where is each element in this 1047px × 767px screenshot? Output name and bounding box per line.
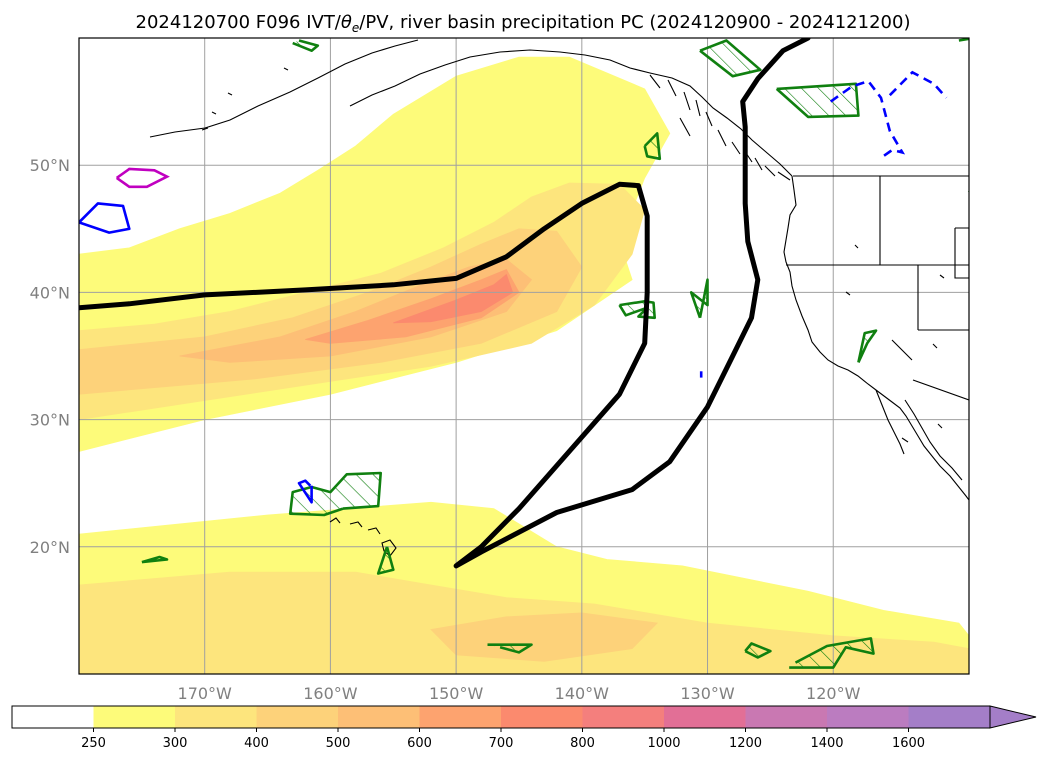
colorbar-segment bbox=[12, 706, 94, 728]
coastlines bbox=[149, 39, 969, 557]
lon-tick-label: 140°W bbox=[555, 684, 610, 703]
colorbar-tick-label: 250 bbox=[81, 736, 106, 751]
map-area[interactable] bbox=[79, 38, 979, 674]
bc-coast-islands bbox=[649, 74, 791, 181]
lat-tick-label: 30°N bbox=[30, 411, 70, 430]
colorbar-tick-label: 1600 bbox=[892, 736, 925, 751]
river-contour-blue bbox=[297, 479, 313, 504]
colorbar-tick-label: 400 bbox=[244, 736, 269, 751]
latitude-ticks: 20°N 30°N 40°N 50°N bbox=[30, 156, 70, 557]
colorbar-tick-label: 500 bbox=[326, 736, 351, 751]
river-contour-magenta bbox=[115, 167, 170, 189]
colorbar-tick-label: 700 bbox=[489, 736, 514, 751]
lat-tick-label: 40°N bbox=[30, 283, 70, 302]
theta-e-contour bbox=[79, 38, 811, 569]
lat-tick-label: 50°N bbox=[30, 156, 70, 175]
ivt-field-600-7 bbox=[305, 268, 520, 344]
colorbar-segment bbox=[501, 706, 583, 728]
ivt-field-400-5 bbox=[430, 612, 659, 662]
colorbar-tick-label: 1200 bbox=[729, 736, 762, 751]
us-state-borders bbox=[786, 175, 969, 401]
small-islands bbox=[201, 67, 945, 443]
river-contour-green bbox=[775, 82, 860, 119]
lat-tick-label: 20°N bbox=[30, 538, 70, 557]
us-west-coast bbox=[783, 175, 969, 501]
colorbar: 250 300 400 500 600 700 800 1000 1200 1400 1600 bbox=[11, 705, 1037, 751]
colorbar-segment bbox=[338, 706, 420, 728]
longitude-ticks: 170°W 160°W 150°W 140°W 130°W 120°W bbox=[178, 684, 861, 703]
river-contour-green bbox=[643, 132, 662, 161]
river-contour-green bbox=[288, 471, 383, 517]
colorbar-tick-label: 1000 bbox=[647, 736, 680, 751]
river-contour-green bbox=[292, 39, 320, 53]
chart-title: 2024120700 F096 IVT/θe/PV, river basin p… bbox=[136, 12, 911, 35]
river-contour-blue-dashed bbox=[888, 70, 948, 99]
map-frame bbox=[78, 37, 970, 675]
river-contour-blue bbox=[79, 202, 131, 234]
ivt-field-500-6 bbox=[179, 258, 533, 363]
colorbar-segment bbox=[664, 706, 746, 728]
river-contour-green bbox=[789, 637, 875, 669]
baja-peninsula bbox=[875, 389, 963, 481]
colorbar-segment bbox=[908, 706, 991, 728]
ivt-field-700-8 bbox=[393, 273, 514, 324]
river-contour-green bbox=[699, 39, 762, 78]
river-contour-green bbox=[744, 642, 772, 659]
colorbar-segment bbox=[419, 706, 502, 728]
lon-tick-label: 170°W bbox=[178, 684, 233, 703]
river-contour-green bbox=[141, 555, 169, 564]
hawaii-islands bbox=[329, 517, 397, 557]
colorbar-segment bbox=[745, 706, 828, 728]
lon-tick-label: 130°W bbox=[680, 684, 735, 703]
colorbar-segment bbox=[93, 706, 176, 728]
colorbar-tick-label: 300 bbox=[163, 736, 188, 751]
river-contour-green bbox=[967, 190, 969, 193]
colorbar-tick-label: 600 bbox=[407, 736, 432, 751]
colorbar-extend-arrow bbox=[989, 705, 1037, 729]
river-contour-green bbox=[689, 278, 709, 319]
river-contour-blue-dashed bbox=[829, 79, 906, 160]
gridlines bbox=[79, 38, 969, 674]
river-basin-contours bbox=[79, 38, 969, 669]
theta-e-line bbox=[79, 38, 811, 569]
river-contour-green bbox=[376, 546, 395, 575]
lon-tick-label: 120°W bbox=[806, 684, 861, 703]
river-contour-green bbox=[857, 329, 878, 363]
colorbar-tick-label: 1400 bbox=[810, 736, 843, 751]
colorbar-segment bbox=[175, 706, 257, 728]
river-contour-green bbox=[487, 643, 533, 654]
river-contour-green bbox=[958, 38, 969, 42]
colorbar-segment bbox=[827, 706, 909, 728]
colorbar-segment bbox=[582, 706, 665, 728]
lon-tick-label: 150°W bbox=[429, 684, 484, 703]
colorbar-tick-label: 800 bbox=[570, 736, 595, 751]
lon-tick-label: 160°W bbox=[303, 684, 358, 703]
colorbar-segment bbox=[256, 706, 339, 728]
